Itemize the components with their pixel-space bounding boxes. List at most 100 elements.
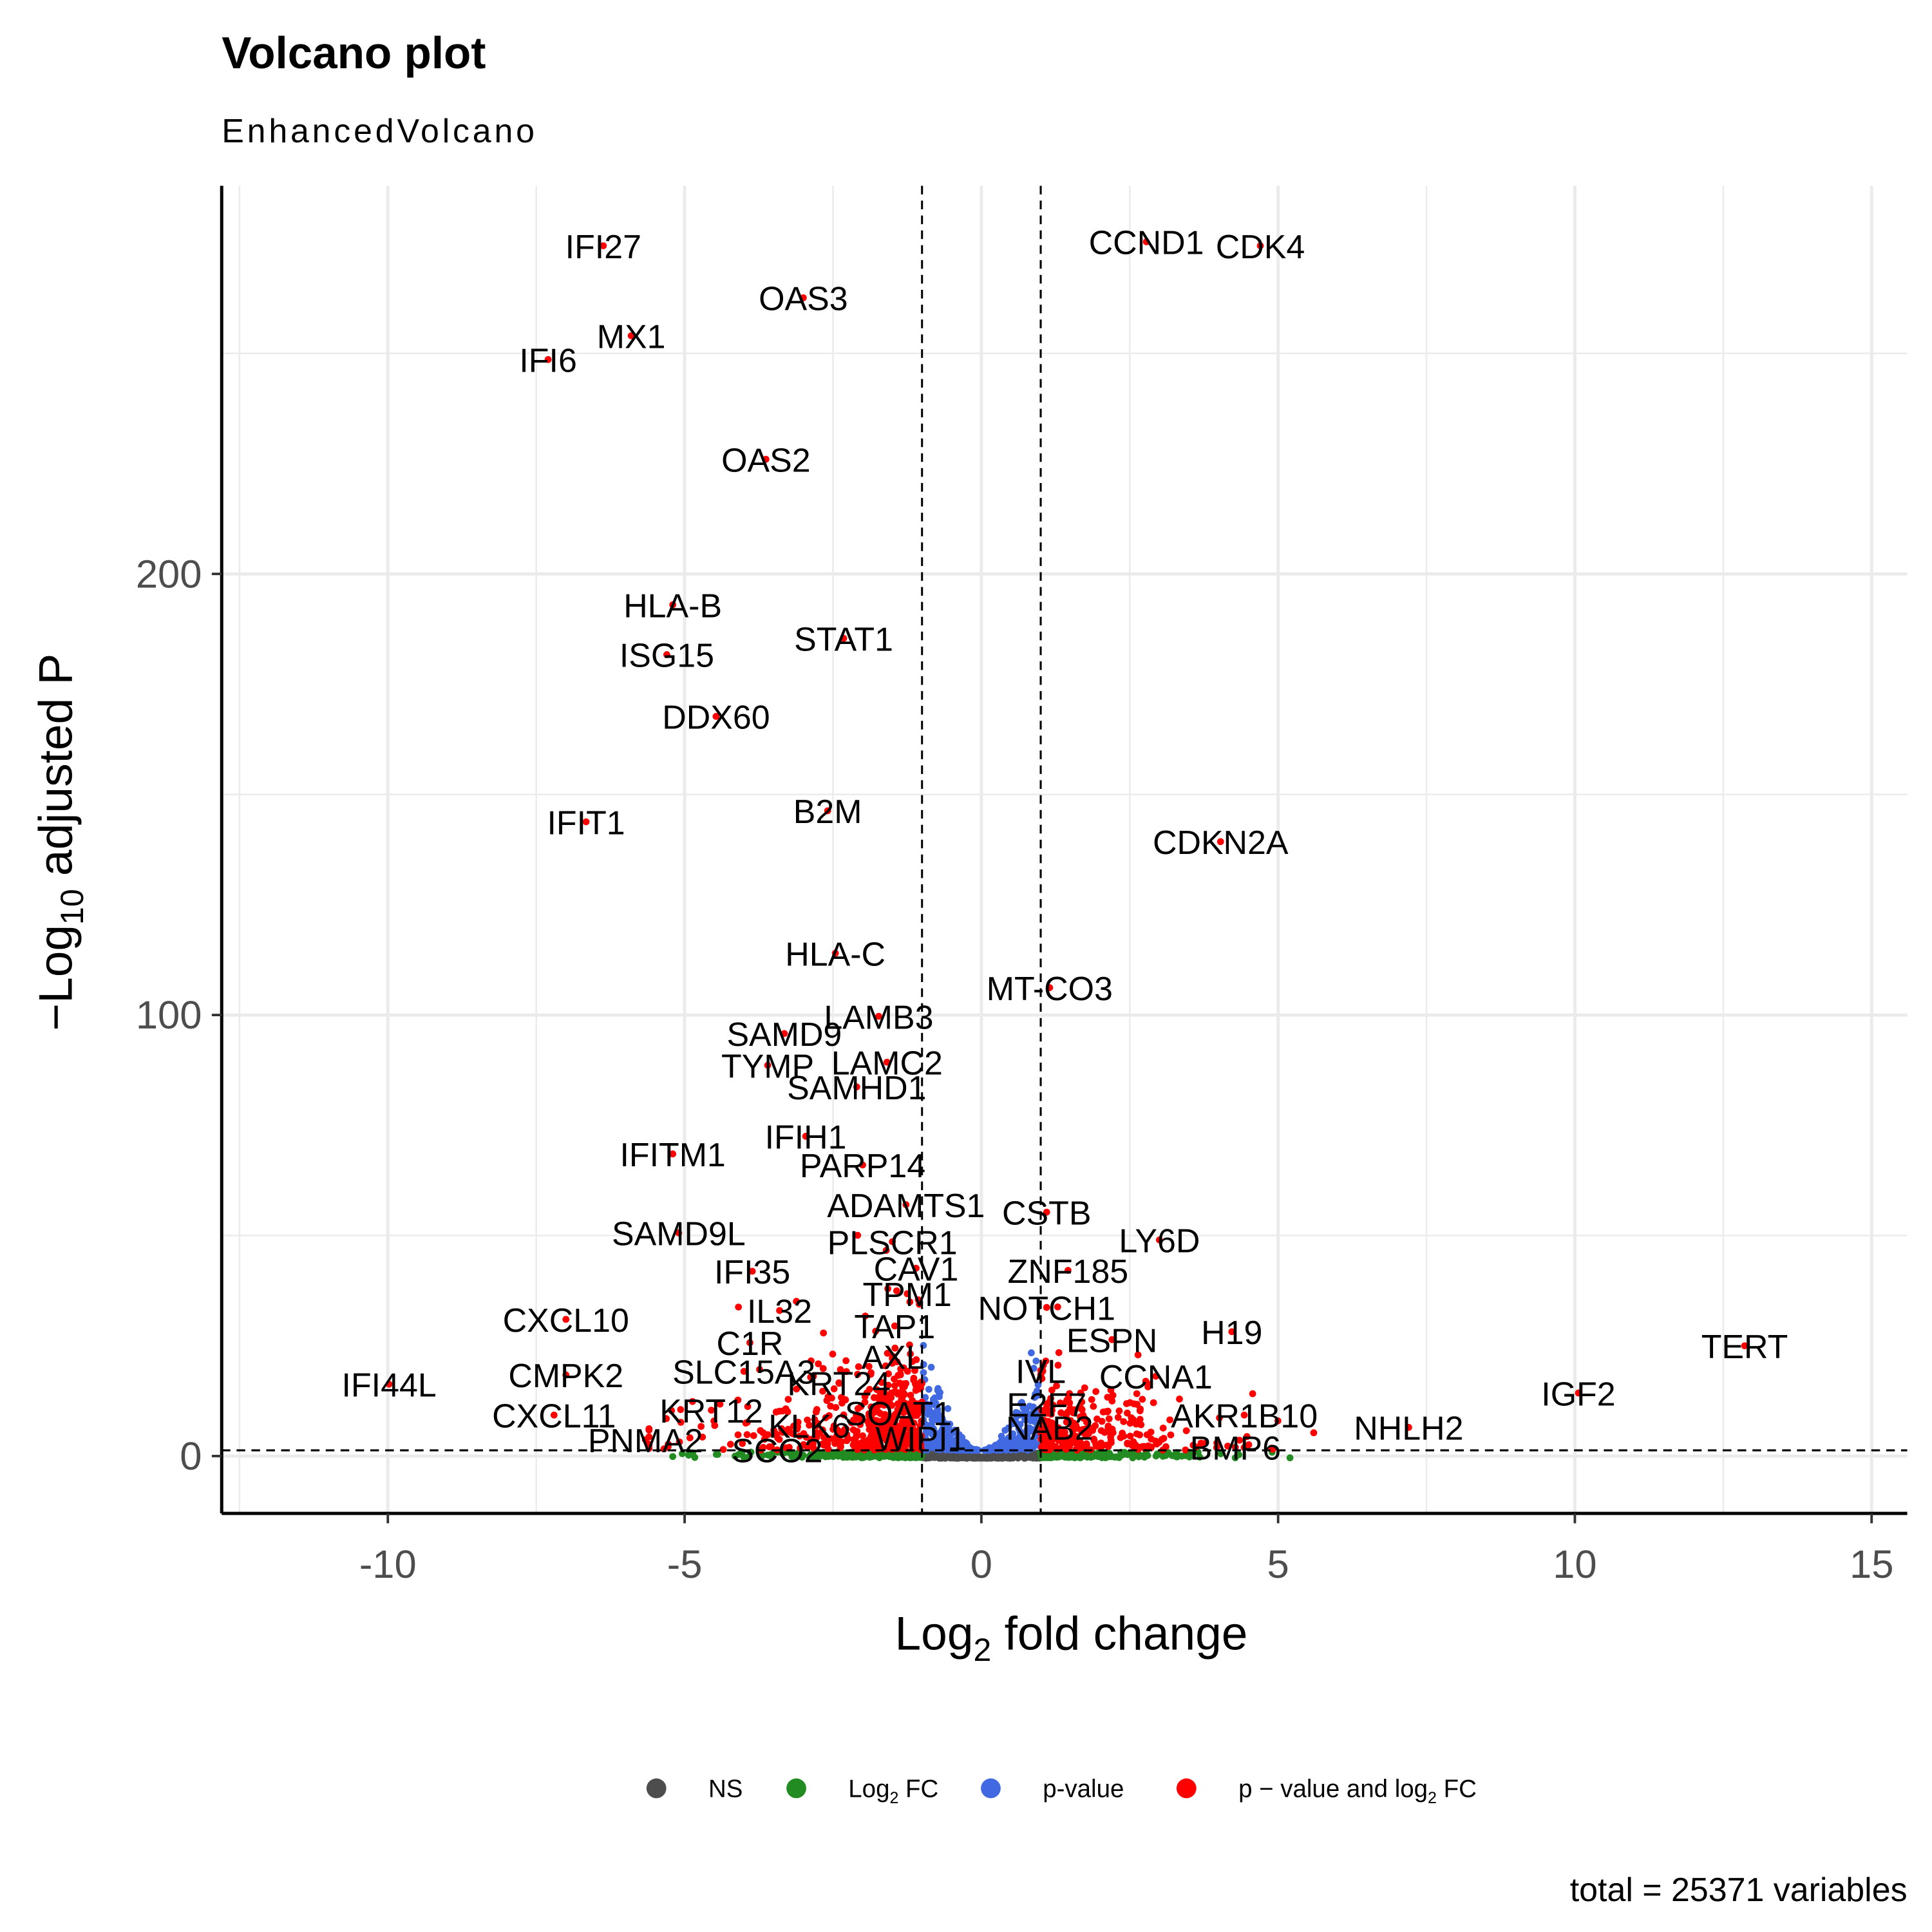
- point-pvalue-and-log2fc: [891, 1382, 898, 1390]
- point-pvalue-and-log2fc: [788, 1429, 795, 1437]
- point-log2fc: [814, 1450, 822, 1458]
- point-pvalue-and-log2fc: [819, 1387, 826, 1395]
- point-pvalue: [938, 1435, 946, 1443]
- point-pvalue-and-log2fc: [1063, 1418, 1070, 1426]
- legend-label-subscript: 2: [1428, 1789, 1437, 1807]
- point-pvalue-and-log2fc: [757, 1427, 764, 1434]
- point-labeled-gene: [562, 1316, 570, 1323]
- point-pvalue-and-log2fc: [814, 1420, 822, 1427]
- point-pvalue: [1032, 1413, 1040, 1420]
- point-log2fc: [764, 1451, 772, 1459]
- x-tick-label: 10: [1553, 1542, 1596, 1587]
- point-pvalue-and-log2fc: [778, 1425, 786, 1432]
- x-axis-title-part: Log: [895, 1608, 974, 1660]
- point-labeled-gene: [663, 651, 670, 658]
- gene-label: B2M: [793, 793, 862, 831]
- point-labeled-gene: [600, 242, 607, 249]
- point-pvalue-and-log2fc: [844, 1435, 852, 1442]
- point-pvalue: [920, 1368, 927, 1376]
- point-labeled-gene: [1152, 1372, 1160, 1380]
- point-pvalue-and-log2fc: [716, 1400, 724, 1408]
- point-labeled-gene: [802, 1133, 810, 1140]
- point-pvalue-and-log2fc: [917, 1441, 925, 1448]
- gene-label: ISG15: [620, 638, 714, 675]
- point-labeled-gene: [1228, 1328, 1236, 1336]
- point-pvalue-and-log2fc: [742, 1419, 750, 1427]
- point-pvalue-and-log2fc: [1126, 1432, 1134, 1440]
- point-pvalue-and-log2fc: [872, 1327, 880, 1335]
- point-pvalue-and-log2fc: [866, 1386, 873, 1393]
- point-pvalue-and-log2fc: [1274, 1417, 1282, 1425]
- point-pvalue-and-log2fc: [686, 1434, 694, 1442]
- point-labeled-gene: [1231, 1443, 1239, 1451]
- point-pvalue-and-log2fc: [1066, 1434, 1074, 1442]
- legend-label: p − value and log2 FC: [1238, 1775, 1477, 1807]
- gene-label: IFI35: [714, 1254, 790, 1291]
- point-pvalue-and-log2fc: [1066, 1390, 1074, 1397]
- point-log2fc: [1129, 1452, 1137, 1460]
- gene-label: OAS2: [721, 442, 810, 479]
- gene-label: IFI44L: [342, 1367, 437, 1405]
- point-labeled-gene: [895, 1409, 902, 1417]
- point-pvalue-and-log2fc: [761, 1435, 768, 1443]
- point-pvalue-and-log2fc: [1042, 1358, 1050, 1365]
- point-pvalue: [929, 1431, 936, 1438]
- point-pvalue-and-log2fc: [668, 1407, 676, 1414]
- y-axis-title-part: −Log: [30, 925, 82, 1031]
- point-pvalue: [936, 1388, 943, 1396]
- point-log2fc: [746, 1452, 753, 1460]
- gene-label: PNMA2: [588, 1423, 703, 1460]
- point-pvalue-and-log2fc: [906, 1414, 914, 1422]
- point-ns: [1022, 1454, 1029, 1462]
- gene-label: SAMHD1: [787, 1070, 926, 1107]
- point-pvalue-and-log2fc: [1083, 1440, 1090, 1448]
- gene-label: HLA-B: [623, 587, 722, 625]
- point-pvalue-and-log2fc: [1077, 1405, 1085, 1412]
- gene-label: IFITM1: [620, 1137, 725, 1174]
- gene-label: NOTCH1: [978, 1290, 1115, 1327]
- point-pvalue: [1027, 1412, 1034, 1420]
- point-log2fc: [1083, 1451, 1090, 1458]
- point-pvalue-and-log2fc: [857, 1415, 864, 1423]
- point-pvalue-and-log2fc: [880, 1421, 887, 1428]
- point-pvalue-and-log2fc: [688, 1397, 696, 1405]
- point-pvalue-and-log2fc: [1097, 1427, 1105, 1434]
- gene-label: ADAMTS1: [827, 1188, 985, 1225]
- gene-label: IFIH1: [765, 1119, 847, 1157]
- point-pvalue-and-log2fc: [1057, 1409, 1065, 1417]
- point-pvalue-and-log2fc: [1130, 1400, 1138, 1408]
- gene-label: AKR1B10: [1171, 1397, 1318, 1435]
- point-pvalue-and-log2fc: [813, 1406, 820, 1414]
- point-pvalue-and-log2fc: [1089, 1426, 1096, 1434]
- point-pvalue-and-log2fc: [885, 1437, 893, 1445]
- point-pvalue-and-log2fc: [1129, 1441, 1136, 1448]
- point-pvalue-and-log2fc: [838, 1399, 846, 1407]
- point-pvalue-and-log2fc: [851, 1443, 858, 1451]
- point-labeled-gene: [675, 1229, 683, 1236]
- point-pvalue-and-log2fc: [1055, 1349, 1063, 1356]
- point-pvalue-and-log2fc: [914, 1428, 922, 1435]
- point-labeled-gene: [1043, 1400, 1050, 1408]
- point-pvalue: [944, 1433, 952, 1441]
- point-pvalue-and-log2fc: [908, 1441, 916, 1448]
- point-labeled-gene: [891, 1322, 898, 1330]
- point-pvalue-and-log2fc: [841, 1425, 849, 1433]
- point-pvalue: [958, 1434, 966, 1441]
- point-pvalue-and-log2fc: [854, 1405, 862, 1412]
- point-log2fc: [858, 1454, 866, 1461]
- point-pvalue-and-log2fc: [903, 1405, 910, 1412]
- point-pvalue-and-log2fc: [900, 1383, 908, 1390]
- point-pvalue-and-log2fc: [909, 1406, 917, 1414]
- legend-label: p-value: [1043, 1775, 1124, 1803]
- point-pvalue-and-log2fc: [645, 1425, 653, 1432]
- point-pvalue: [944, 1405, 952, 1412]
- point-labeled-gene: [544, 355, 552, 363]
- point-pvalue-and-log2fc: [1159, 1425, 1167, 1432]
- point-ns: [963, 1453, 971, 1461]
- point-pvalue-and-log2fc: [1117, 1434, 1124, 1441]
- point-pvalue-and-log2fc: [917, 1378, 925, 1386]
- point-pvalue-and-log2fc: [1213, 1439, 1220, 1447]
- gene-label: STAT1: [794, 621, 893, 658]
- point-pvalue: [946, 1420, 954, 1428]
- y-axis-title-part: adjusted P: [30, 654, 82, 889]
